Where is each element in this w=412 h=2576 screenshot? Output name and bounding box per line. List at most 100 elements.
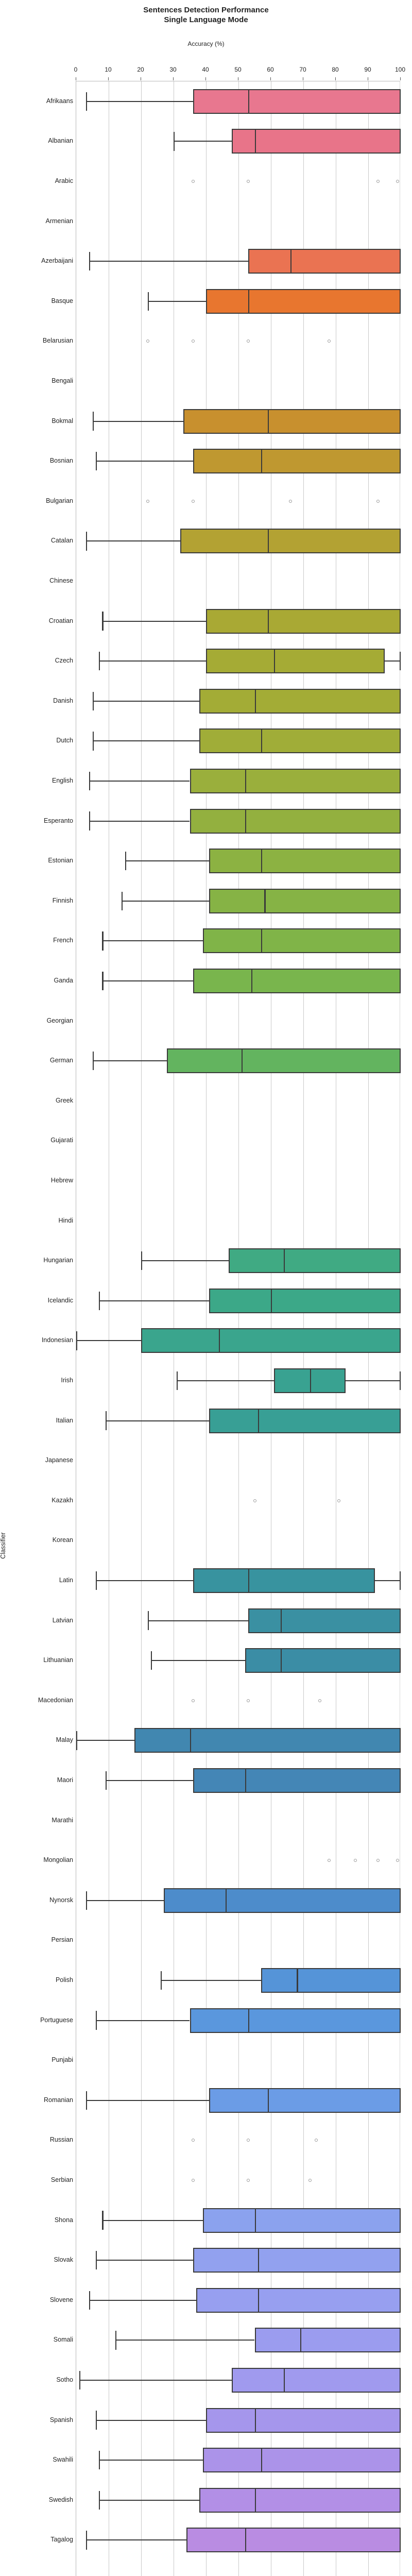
box[interactable] [209,1408,401,1433]
plot-area [76,81,401,2576]
x-tick [205,77,206,80]
whisker-low [147,300,206,302]
box[interactable] [134,1728,401,1753]
box[interactable] [206,2408,401,2433]
x-tick-label: 40 [202,66,209,73]
outlier-point [246,2179,250,2182]
box[interactable] [232,129,401,154]
x-tick-label: 60 [267,66,274,73]
y-axis-tick-label: Czech [55,657,73,665]
median-line [248,2008,250,2033]
y-axis-tick-label: Nynorsk [49,1896,73,1904]
y-axis-tick-label: Danish [53,697,73,704]
box[interactable] [209,2088,401,2113]
outlier-point [253,1499,256,1502]
box[interactable] [206,289,401,314]
box[interactable] [164,1888,401,1913]
box[interactable] [254,2328,401,2353]
box[interactable] [186,2528,401,2553]
whisker-cap-low [95,2011,97,2030]
box[interactable] [193,1768,401,1793]
whisker-low [105,1780,193,1782]
box[interactable] [193,89,401,114]
box[interactable] [190,2008,401,2033]
box[interactable] [193,968,401,994]
box[interactable] [209,1288,401,1313]
box[interactable] [248,1608,401,1633]
box[interactable] [193,2248,401,2273]
y-axis-tick-label: Bulgarian [46,497,73,504]
y-axis-tick-label: Marathi [52,1816,73,1824]
whisker-cap-low [92,691,94,711]
y-axis-tick-label: Finnish [52,896,73,904]
whisker-low [85,540,180,542]
y-axis-tick-label: Esperanto [44,817,73,824]
outlier-point [191,1699,195,1702]
box[interactable] [202,928,401,954]
y-axis-tick-label: Greek [55,1096,73,1104]
box[interactable] [193,1568,375,1594]
y-axis-tick-label: English [52,777,73,784]
box[interactable] [248,249,401,274]
box[interactable] [180,529,401,554]
box[interactable] [183,409,401,434]
y-axis-tick-label: Shona [54,2216,73,2224]
outlier-point [337,1499,341,1502]
box[interactable] [209,888,401,913]
outlier-point [315,2139,318,2142]
whisker-cap-low [99,1291,100,1311]
whisker-low [177,1380,274,1382]
y-axis-tick-label: Gujarati [50,1137,73,1144]
whisker-low [147,1620,248,1621]
box[interactable] [206,649,385,674]
whisker-cap-low [95,2250,97,2270]
outlier-point [246,1699,250,1702]
box[interactable] [199,728,401,754]
median-line [264,888,266,913]
y-axis-tick-label: Dutch [56,737,73,744]
whisker-low [150,1660,245,1662]
box[interactable] [202,2208,401,2233]
y-axis-tick-label: Hebrew [50,1177,73,1184]
box[interactable] [261,1968,401,1993]
y-axis-tick-label: Croatian [48,617,73,624]
x-tick-label: 0 [74,66,78,73]
y-axis-tick-label: Slovak [54,2256,73,2264]
whisker-low [141,1260,229,1262]
whisker-cap-low [147,292,149,311]
box[interactable] [141,1328,401,1353]
median-line [219,1328,220,1353]
box[interactable] [193,449,401,474]
whisker-low [99,2499,200,2501]
whisker-high [345,1380,401,1382]
outlier-point [191,499,195,503]
y-axis-tick-label: Italian [56,1416,73,1424]
whisker-cap-low [105,1411,107,1430]
box[interactable] [245,1648,401,1673]
box[interactable] [199,688,401,714]
median-line [251,968,253,994]
whisker-low [115,2340,255,2341]
median-line [245,808,246,834]
outlier-point [376,499,380,503]
box[interactable] [199,2487,401,2513]
median-line [254,688,256,714]
y-axis-tick-label: Serbian [50,2176,73,2183]
whisker-low [105,1420,210,1421]
box[interactable] [202,2448,401,2473]
median-line [284,1248,285,1274]
box[interactable] [206,608,401,634]
median-line [254,2208,256,2233]
box[interactable] [196,2287,401,2313]
box[interactable] [232,2367,401,2393]
whisker-cap-low [95,451,97,471]
box[interactable] [209,849,401,874]
y-axis-tick-label: Latin [59,1577,73,1584]
whisker-cap-low [92,1051,94,1071]
y-axis-tick-label: Ganda [54,977,73,984]
box[interactable] [229,1248,401,1274]
whisker-low [89,820,190,822]
box[interactable] [190,768,401,794]
box[interactable] [167,1048,401,1074]
box[interactable] [190,808,401,834]
